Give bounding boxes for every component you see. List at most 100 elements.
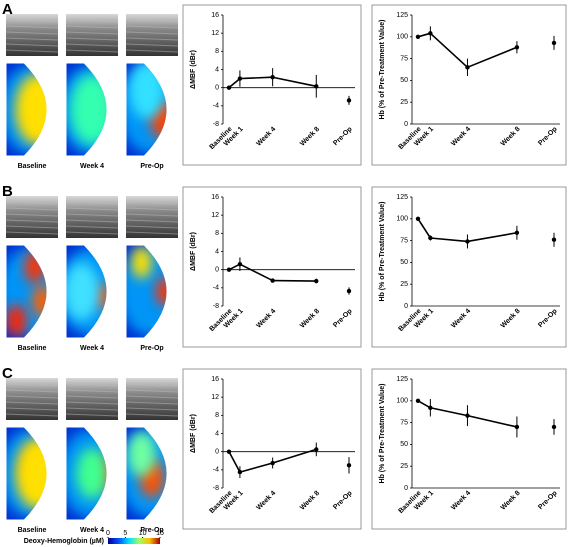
data-point xyxy=(314,84,319,89)
y-tick-label: 4 xyxy=(215,248,219,255)
colorbar-tick-label: 5 xyxy=(123,530,127,537)
data-line xyxy=(228,451,241,473)
data-line xyxy=(239,263,273,282)
ultrasound-texture xyxy=(125,31,179,35)
ultrasound-texture xyxy=(125,413,179,417)
y-tick-label: 12 xyxy=(211,212,219,219)
heatmap-outline xyxy=(5,62,48,157)
y-tick-label: 50 xyxy=(400,77,408,84)
image-label: Baseline xyxy=(18,345,47,352)
y-tick-label: 25 xyxy=(400,281,408,288)
chart-frame xyxy=(182,368,362,530)
ultrasound-texture xyxy=(125,395,179,399)
x-tick-label: Week 4 xyxy=(255,308,277,330)
heatmap-blob xyxy=(156,277,168,306)
chart-frame xyxy=(182,186,362,348)
x-tick-label: Week 4 xyxy=(255,126,277,148)
ultrasound-texture xyxy=(5,231,59,235)
x-tick-label: Week 8 xyxy=(500,490,522,512)
data-line xyxy=(417,400,431,409)
data-point xyxy=(237,76,243,81)
panel-label: C xyxy=(2,365,13,382)
ultrasound-texture xyxy=(5,207,59,211)
ultrasound-texture xyxy=(125,37,179,41)
data-point xyxy=(551,237,557,242)
data-line xyxy=(430,406,468,417)
ultrasound-texture xyxy=(125,219,179,223)
data-point xyxy=(270,460,275,466)
heatmap-fill xyxy=(126,245,168,338)
ultrasound-texture xyxy=(65,395,119,399)
data-line xyxy=(429,32,468,68)
heatmap-fill xyxy=(126,63,168,156)
panel-label: A xyxy=(2,1,13,18)
heatmap-outline xyxy=(125,426,168,521)
heatmap-fill xyxy=(6,63,48,156)
x-tick-label: Week 8 xyxy=(500,126,522,148)
x-tick-label: Week 8 xyxy=(299,126,321,148)
y-tick-label: 100 xyxy=(396,34,408,41)
ultrasound-texture xyxy=(5,407,59,411)
data-point xyxy=(428,235,433,241)
ultrasound-texture xyxy=(5,383,59,387)
data-line xyxy=(467,414,518,428)
ultrasound-texture xyxy=(65,19,119,23)
x-tick-label: Pre-Op xyxy=(332,126,353,147)
ultrasound-texture xyxy=(65,201,119,205)
ultrasound-texture xyxy=(65,219,119,223)
ultrasound-texture xyxy=(5,225,59,229)
y-tick-label: 75 xyxy=(400,55,408,62)
data-line xyxy=(272,448,317,464)
y-tick-label: 0 xyxy=(404,121,408,128)
ultrasound-texture xyxy=(5,395,59,399)
image-label: Week 4 xyxy=(80,527,104,534)
data-line xyxy=(467,231,518,243)
x-tick-label: Pre-Op xyxy=(537,308,558,329)
colorbar-tick-label: 0 xyxy=(106,530,110,537)
y-tick-label: 4 xyxy=(215,66,219,73)
x-tick-label: Pre-Op xyxy=(332,490,353,511)
ultrasound-texture xyxy=(5,25,59,29)
y-tick-label: 75 xyxy=(400,419,408,426)
y-tick-label: 75 xyxy=(400,237,408,244)
y-tick-label: -4 xyxy=(213,467,219,474)
heatmap-fill xyxy=(66,245,108,338)
ultrasound-texture xyxy=(65,43,119,47)
heatmap-fill xyxy=(6,245,48,338)
x-tick-label: Week 8 xyxy=(500,308,522,330)
ultrasound-texture xyxy=(5,19,59,23)
data-point xyxy=(346,288,352,294)
y-tick-label: 12 xyxy=(211,30,219,37)
heatmap-blob xyxy=(32,285,48,318)
data-point xyxy=(415,216,421,221)
data-point xyxy=(428,31,433,36)
ultrasound-texture xyxy=(65,383,119,387)
ultrasound-texture xyxy=(65,225,119,229)
heatmap-blob xyxy=(128,63,165,119)
ultrasound-texture xyxy=(65,49,119,53)
heatmap-fill xyxy=(66,63,108,156)
x-tick-label: Week 4 xyxy=(450,308,472,330)
y-tick-label: 0 xyxy=(404,485,408,492)
heatmap-image xyxy=(5,426,48,521)
heatmap-outline xyxy=(125,244,168,339)
image-label: Pre-Op xyxy=(140,527,163,534)
heatmap-blob xyxy=(15,74,48,145)
y-tick-label: 100 xyxy=(396,398,408,405)
ultrasound-texture xyxy=(65,413,119,417)
ultrasound-texture xyxy=(65,231,119,235)
x-tick-label: Week 8 xyxy=(299,490,321,512)
ultrasound-texture xyxy=(65,401,119,405)
data-point xyxy=(226,85,232,90)
y-tick-label: -8 xyxy=(213,303,219,310)
y-tick-label: 8 xyxy=(215,230,219,237)
ultrasound-texture xyxy=(5,219,59,223)
ultrasound-texture xyxy=(5,389,59,393)
colorbar-tick-label: 15 xyxy=(156,530,164,537)
data-point xyxy=(415,398,421,403)
heatmap-outline xyxy=(5,244,48,339)
chart-frame xyxy=(371,186,567,348)
ultrasound-texture xyxy=(5,401,59,405)
heatmap-image xyxy=(125,426,168,521)
data-point xyxy=(270,75,275,80)
